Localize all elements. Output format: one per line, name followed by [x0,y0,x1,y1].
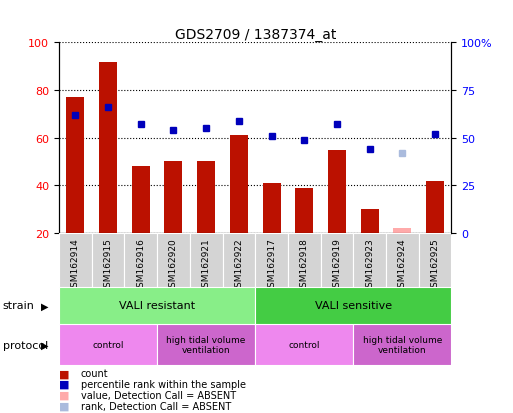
Bar [386,233,419,287]
Text: value, Detection Call = ABSENT: value, Detection Call = ABSENT [81,390,235,400]
Bar [295,188,313,233]
Bar [197,162,215,233]
Bar [255,287,451,324]
Text: ■: ■ [59,368,69,378]
Bar [66,98,84,233]
Text: ■: ■ [59,379,69,389]
Text: percentile rank within the sample: percentile rank within the sample [81,379,246,389]
Text: GSM162924: GSM162924 [398,237,407,292]
Bar [59,233,92,287]
Text: high tidal volume
ventilation: high tidal volume ventilation [363,335,442,354]
Bar [223,233,255,287]
Bar [426,181,444,233]
Text: control: control [92,340,124,349]
Text: GSM162918: GSM162918 [300,237,309,292]
Text: GSM162922: GSM162922 [234,237,243,292]
Text: strain: strain [3,301,34,311]
Bar [157,324,255,366]
Bar [419,233,451,287]
Bar [321,233,353,287]
Text: VALI resistant: VALI resistant [119,301,195,311]
Text: count: count [81,368,108,378]
Text: GSM162914: GSM162914 [71,237,80,292]
Text: ■: ■ [59,390,69,400]
Text: GSM162921: GSM162921 [202,237,211,292]
Bar [190,233,223,287]
Text: rank, Detection Call = ABSENT: rank, Detection Call = ABSENT [81,401,231,411]
Bar [255,324,353,366]
Text: GSM162915: GSM162915 [104,237,112,292]
Bar [353,233,386,287]
Text: GSM162919: GSM162919 [332,237,342,292]
Bar [157,233,190,287]
Text: GSM162916: GSM162916 [136,237,145,292]
Bar [353,324,451,366]
Bar [132,167,150,233]
Bar [59,287,255,324]
Text: control: control [288,340,320,349]
Bar [99,62,117,233]
Text: protocol: protocol [3,340,48,350]
Bar [59,324,157,366]
Text: GSM162925: GSM162925 [430,237,440,292]
Text: ▶: ▶ [42,340,49,350]
Text: ▶: ▶ [42,301,49,311]
Bar [165,162,183,233]
Text: ■: ■ [59,401,69,411]
Bar [328,150,346,233]
Text: GSM162920: GSM162920 [169,237,178,292]
Text: high tidal volume
ventilation: high tidal volume ventilation [167,335,246,354]
Bar [124,233,157,287]
Bar [361,210,379,233]
Bar [263,183,281,233]
Bar [393,229,411,233]
Bar [288,233,321,287]
Title: GDS2709 / 1387374_at: GDS2709 / 1387374_at [174,28,336,43]
Bar [92,233,125,287]
Text: GSM162923: GSM162923 [365,237,374,292]
Bar [230,136,248,233]
Text: GSM162917: GSM162917 [267,237,276,292]
Text: VALI sensitive: VALI sensitive [315,301,392,311]
Bar [255,233,288,287]
